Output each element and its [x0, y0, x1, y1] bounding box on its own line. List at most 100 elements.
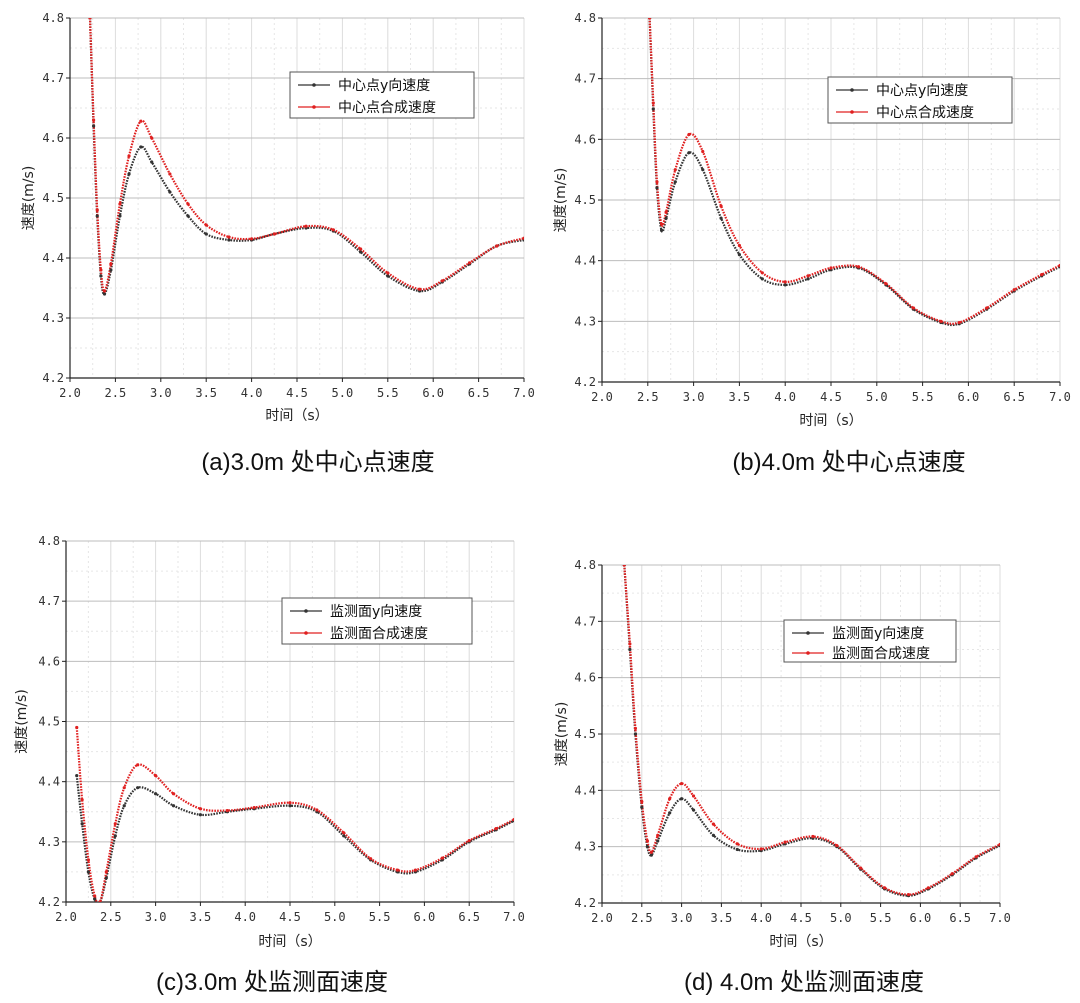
y-tick-label: 4.2	[574, 896, 596, 910]
x-axis-label: 时间（s）	[258, 934, 321, 950]
series-y-velocity-point	[760, 277, 764, 281]
series-y-velocity-point	[198, 813, 202, 817]
series-resultant-velocity-point	[998, 842, 1000, 847]
y-axis-label: 速度(m/s)	[14, 689, 30, 754]
y-tick-label: 4.3	[574, 314, 596, 328]
series-resultant-velocity-point	[494, 826, 498, 831]
legend-box	[289, 71, 475, 119]
series-y-velocity-point	[649, 853, 653, 857]
series-y-velocity-point	[104, 876, 108, 880]
series-y-velocity-point	[288, 804, 292, 808]
series-resultant-velocity-point	[304, 224, 308, 228]
series-group	[622, 565, 1000, 898]
y-tick-label: 4.6	[574, 132, 596, 146]
series-resultant-velocity-point	[687, 132, 691, 137]
series-resultant-velocity-point	[633, 726, 638, 730]
legend-swatch-marker	[850, 88, 854, 92]
x-axis-label: 时间（s）	[799, 413, 862, 429]
legend-entry: 中心点y向速度	[876, 83, 968, 99]
series-resultant-velocity-point	[204, 223, 208, 227]
grid	[65, 540, 515, 903]
y-tick-label: 4.4	[42, 251, 64, 265]
series-resultant-velocity-point	[835, 843, 839, 848]
series-y-velocity-point	[645, 845, 649, 849]
series-y-velocity-point	[711, 833, 716, 838]
series-resultant-velocity-point	[906, 892, 911, 897]
series-resultant-velocity-point	[113, 822, 117, 826]
series-y-velocity-point	[640, 805, 644, 809]
series-resultant-velocity-point	[417, 287, 422, 291]
y-tick-label: 4.5	[42, 191, 64, 205]
panel-caption: (b)4.0m 处中心点速度	[732, 449, 965, 476]
y-tick-label: 4.7	[38, 594, 60, 608]
x-tick-label: 4.5	[279, 910, 301, 924]
series-resultant-velocity-point	[664, 210, 668, 214]
series-resultant-velocity-point	[127, 154, 131, 158]
y-tick-label: 4.2	[42, 371, 64, 385]
series-resultant-velocity-point	[272, 232, 276, 236]
series-resultant-velocity-point	[950, 872, 954, 876]
legend-entry: 中心点合成速度	[338, 100, 436, 116]
series-y-velocity-point	[171, 804, 176, 808]
chart-panel-1: 2.0 2.5 3.0 3.5 4.0 4.5 5.0 5.5 6.0 6.5 7.0 4.2 4.3 4…	[21, 11, 535, 424]
series-resultant-velocity-point	[1058, 263, 1060, 268]
series-resultant-velocity-point	[92, 118, 96, 122]
y-tick-label: 4.4	[574, 254, 596, 268]
series-y-velocity-point	[127, 172, 131, 176]
series-resultant-velocity-point	[882, 886, 887, 890]
series-y-velocity-point	[168, 190, 172, 194]
series-resultant-velocity-point	[806, 274, 810, 278]
y-axis-label: 速度(m/s)	[21, 166, 37, 231]
series-y-velocity-point	[783, 283, 787, 287]
x-tick-label: 7.0	[513, 386, 535, 400]
series-resultant-velocity-point	[957, 320, 961, 325]
series-y-velocity-line	[648, 18, 1060, 327]
series-y-velocity-point	[136, 786, 140, 790]
x-tick-label: 7.0	[989, 911, 1011, 925]
x-tick-label: 2.0	[59, 386, 81, 400]
grid	[601, 564, 1001, 904]
series-resultant-velocity-point	[719, 204, 723, 208]
series-y-velocity-point	[806, 277, 810, 281]
series-resultant-velocity-point	[659, 222, 664, 226]
series-y-velocity-point	[656, 839, 660, 843]
series-y-velocity-point	[358, 250, 363, 254]
series-group	[88, 18, 524, 296]
series-resultant-velocity-point	[701, 149, 705, 154]
series-y-velocity-point	[735, 847, 739, 852]
series-y-velocity-point	[93, 897, 97, 901]
series-resultant-velocity-point	[735, 842, 739, 846]
y-tick-label: 4.7	[42, 71, 64, 85]
series-resultant-velocity-point	[118, 202, 122, 206]
x-tick-label: 2.0	[591, 911, 613, 925]
panel-caption: (c)3.0m 处监测面速度	[156, 969, 388, 996]
chart-panel-4: 2.0 2.5 3.0 3.5 4.0 4.5 5.0 5.5 6.0 6.5 7.0 4.2 4.3 4…	[554, 558, 1011, 950]
x-tick-label: 2.5	[631, 911, 653, 925]
x-tick-label: 3.5	[190, 910, 212, 924]
y-axis-label: 速度(m/s)	[554, 702, 570, 767]
series-y-velocity-point	[204, 232, 208, 236]
series-resultant-velocity-line	[623, 565, 1000, 896]
series-resultant-velocity-line	[75, 727, 514, 902]
series-resultant-velocity-point	[198, 807, 202, 811]
series-resultant-velocity-point	[711, 822, 716, 826]
series-resultant-velocity-point	[680, 781, 684, 786]
x-tick-label: 4.5	[790, 911, 812, 925]
series-y-velocity-point	[664, 216, 668, 220]
x-tick-label: 3.0	[671, 911, 693, 925]
x-axis-label: 时间（s）	[265, 408, 328, 424]
series-resultant-velocity-line	[88, 18, 524, 293]
legend-entry: 监测面合成速度	[832, 646, 930, 662]
x-tick-label: 3.0	[683, 390, 705, 404]
series-y-velocity-point	[186, 214, 190, 218]
y-tick-label: 4.6	[574, 671, 596, 685]
series-resultant-velocity-point	[88, 18, 92, 20]
series-resultant-velocity-point	[102, 289, 107, 293]
series-resultant-velocity-point	[656, 833, 660, 838]
y-tick-label: 4.5	[574, 727, 596, 741]
series-y-velocity-point	[386, 274, 390, 278]
series-y-velocity-line	[623, 565, 1000, 897]
series-resultant-velocity-point	[1012, 288, 1016, 292]
